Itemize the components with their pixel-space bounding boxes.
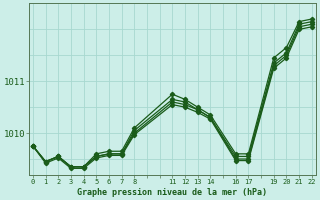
X-axis label: Graphe pression niveau de la mer (hPa): Graphe pression niveau de la mer (hPa) [77,188,267,197]
